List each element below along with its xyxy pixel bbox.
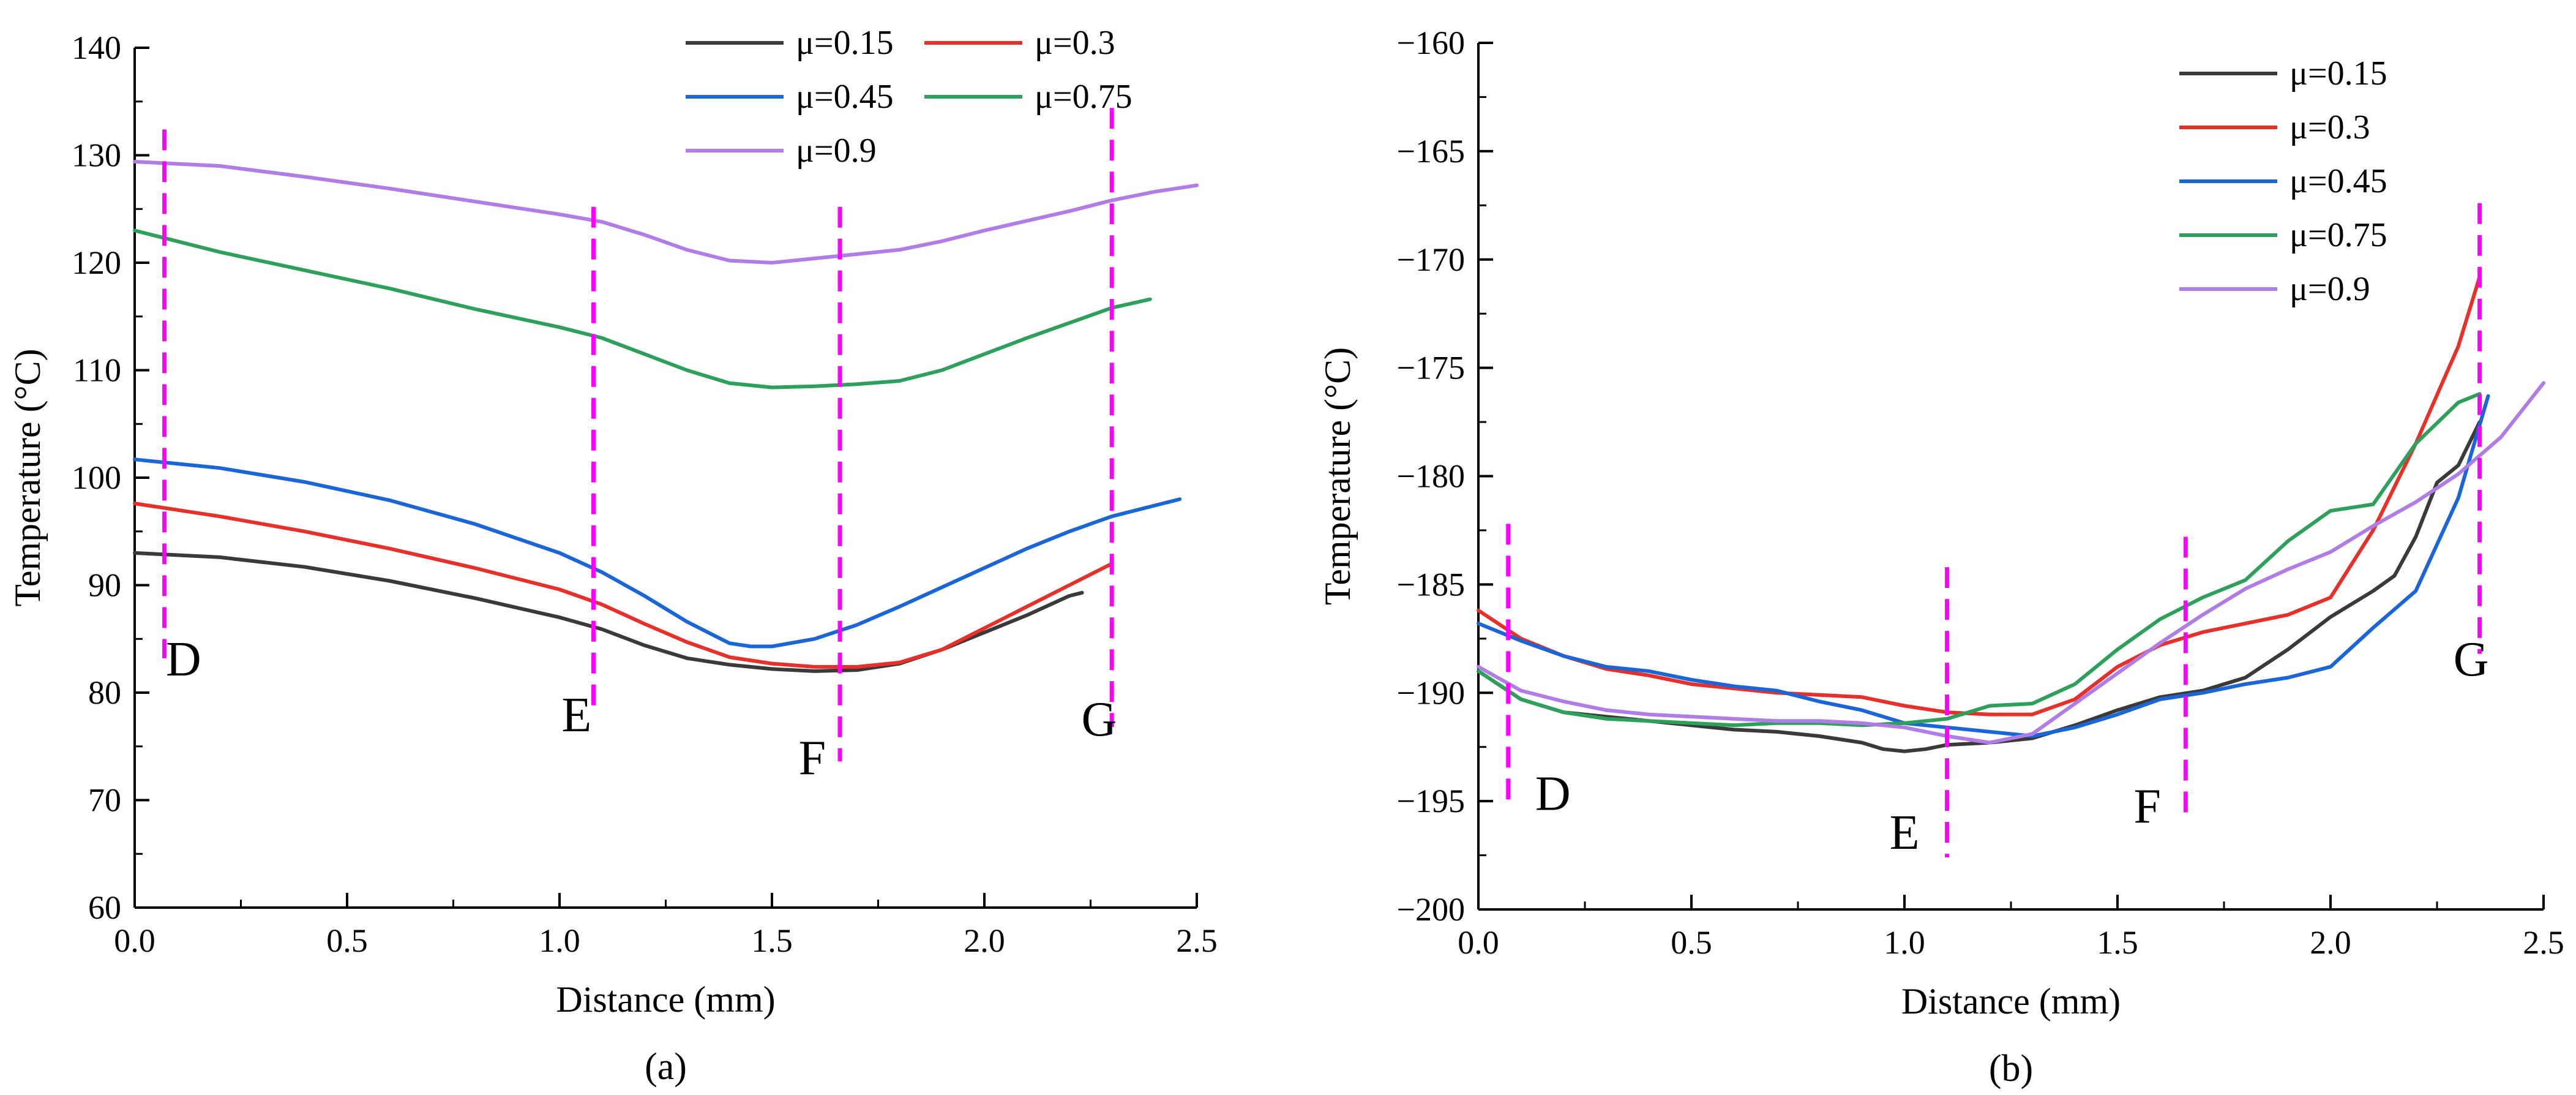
y-tick-label: −175	[1397, 350, 1465, 386]
x-tick-label: 1.5	[751, 922, 793, 959]
y-tick-label: 70	[88, 782, 121, 819]
y-tick-label: −190	[1397, 674, 1465, 711]
x-tick-label: 0.5	[1671, 924, 1712, 961]
x-tick-label: 2.0	[964, 922, 1005, 959]
legend-label-3: μ=0.45	[2290, 162, 2387, 200]
legend-label-2: μ=0.3	[1035, 24, 1115, 62]
y-tick-label: 110	[73, 352, 121, 389]
legend-label-5: μ=0.9	[796, 132, 877, 170]
y-tick-label: 130	[72, 137, 121, 174]
y-tick-label: 60	[88, 889, 121, 926]
legend-label-3: μ=0.45	[796, 78, 894, 116]
y-tick-label: 80	[88, 674, 121, 711]
y-tick-label: −160	[1397, 24, 1465, 61]
y-tick-label: −200	[1397, 891, 1465, 928]
series-line-3	[1477, 394, 2490, 738]
legend-label-4: μ=0.75	[2290, 216, 2387, 254]
y-axis-title: Temperature (°C)	[1317, 347, 1358, 605]
y-tick-label: 100	[72, 459, 121, 496]
marker-label-g: G	[2454, 633, 2489, 687]
x-tick-label: 2.0	[2310, 924, 2351, 961]
y-tick-label: 120	[72, 244, 121, 281]
chart-panel-a: 0.0 0.5 1.0 1.5 2.0 2.5 60 70 80 90 100 110 120 130 14…	[7, 24, 1218, 1088]
y-tick-label: −165	[1397, 133, 1465, 170]
marker-label-e: E	[561, 688, 591, 742]
legend-label-5: μ=0.9	[2290, 270, 2370, 308]
y-tick-label: 90	[88, 567, 121, 604]
x-tick-label: 0.5	[326, 922, 368, 959]
legend-label-1: μ=0.15	[2290, 55, 2387, 92]
series-line-4	[133, 228, 1152, 389]
series-line-1	[1477, 420, 2482, 753]
marker-label-f: F	[2133, 780, 2161, 834]
legend-label-2: μ=0.3	[2290, 108, 2370, 146]
series-line-2	[1477, 275, 2482, 717]
marker-label-d: D	[1535, 767, 1571, 821]
marker-label-d: D	[166, 633, 201, 687]
x-tick-label: 1.0	[539, 922, 580, 959]
chart-panel-b: 0.0 0.5 1.0 1.5 2.0 2.5 −200 −195 −190 −185 −180 −1…	[1317, 24, 2564, 1089]
series-line-3	[133, 457, 1182, 649]
y-tick-label: −180	[1397, 458, 1465, 495]
x-tick-label: 2.5	[1176, 922, 1218, 959]
x-axis-title: Distance (mm)	[556, 979, 775, 1020]
series-line-4	[1477, 392, 2482, 728]
y-axis-title: Temperature (°C)	[7, 348, 48, 606]
y-tick-label: 140	[72, 29, 121, 66]
y-tick-label: −185	[1397, 566, 1465, 603]
marker-label-e: E	[1890, 806, 1920, 860]
x-tick-label: 1.5	[2097, 924, 2138, 961]
marker-label-g: G	[1081, 693, 1117, 747]
y-tick-label: −170	[1397, 241, 1465, 278]
marker-label-f: F	[799, 731, 826, 785]
panel-label: (a)	[645, 1046, 687, 1088]
series-line-5	[1477, 381, 2545, 745]
legend-label-1: μ=0.15	[796, 24, 894, 62]
x-tick-label: 1.0	[1884, 924, 1925, 961]
series-line-1	[133, 551, 1084, 673]
x-tick-label: 2.5	[2523, 924, 2564, 961]
series-line-2	[133, 502, 1114, 669]
x-tick-label: 0.0	[114, 922, 155, 959]
x-tick-label: 0.0	[1458, 924, 1499, 961]
legend-label-4: μ=0.75	[1035, 78, 1133, 116]
series-line-5	[133, 160, 1199, 265]
y-tick-label: −195	[1397, 783, 1465, 819]
x-axis-title: Distance (mm)	[1901, 981, 2121, 1022]
panel-label: (b)	[1989, 1048, 2033, 1089]
